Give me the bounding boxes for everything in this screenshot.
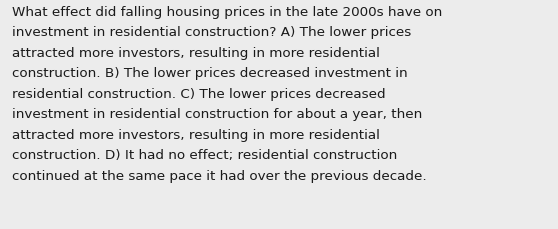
Text: attracted more investors, resulting in more residential: attracted more investors, resulting in m… xyxy=(12,47,380,60)
Text: continued at the same pace it had over the previous decade.: continued at the same pace it had over t… xyxy=(12,169,427,182)
Text: investment in residential construction for about a year, then: investment in residential construction f… xyxy=(12,108,422,121)
Text: investment in residential construction? A) The lower prices: investment in residential construction? … xyxy=(12,26,411,39)
Text: residential construction. C) The lower prices decreased: residential construction. C) The lower p… xyxy=(12,88,386,101)
Text: What effect did falling housing prices in the late 2000s have on: What effect did falling housing prices i… xyxy=(12,6,442,19)
Text: attracted more investors, resulting in more residential: attracted more investors, resulting in m… xyxy=(12,128,380,141)
Text: construction. B) The lower prices decreased investment in: construction. B) The lower prices decrea… xyxy=(12,67,408,80)
Text: construction. D) It had no effect; residential construction: construction. D) It had no effect; resid… xyxy=(12,149,397,162)
